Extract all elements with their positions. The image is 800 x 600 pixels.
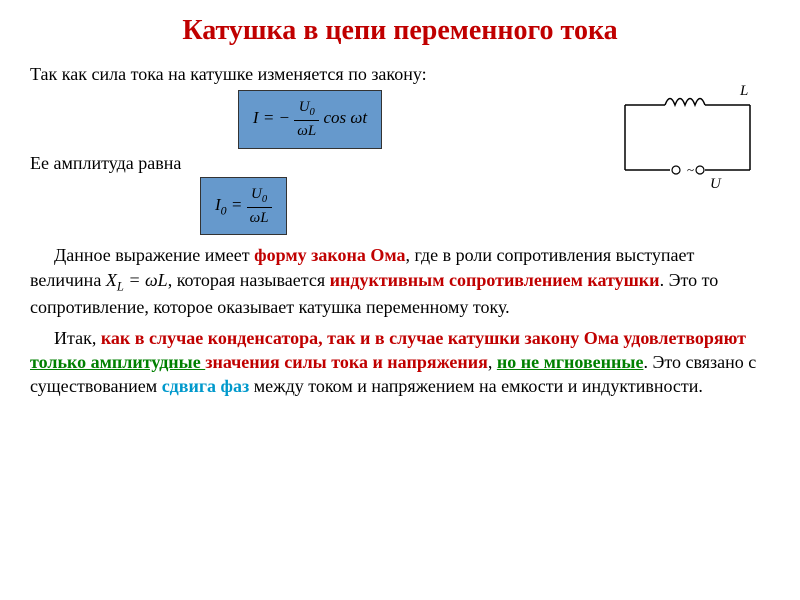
f1-tail: cos ωt xyxy=(323,108,367,127)
f2-den: ωL xyxy=(247,208,272,228)
p1-mid2: , которая называется xyxy=(168,270,330,290)
title-text: Катушка в цепи переменного тока xyxy=(182,15,617,46)
formula1-box: I = − U0 ωL cos ωt xyxy=(238,90,382,148)
f1-frac: U0 ωL xyxy=(294,97,319,141)
p2-phase: сдвига фаз xyxy=(162,376,250,396)
f2-num: U0 xyxy=(247,184,272,208)
f2-eq: = xyxy=(231,195,242,214)
f1-pre: = − xyxy=(263,108,290,127)
f2-lhs: I0 xyxy=(215,195,227,214)
formula2-box: I0 = U0 ωL xyxy=(200,177,287,235)
circuit-u-label: U xyxy=(710,176,722,190)
inductor-icon xyxy=(665,99,705,106)
circuit-l-label: L xyxy=(739,83,748,99)
terminal-left-icon xyxy=(672,166,680,174)
p2-comma: , xyxy=(488,352,497,372)
p2-pre: Итак, xyxy=(54,328,101,348)
f2-frac: U0 ωL xyxy=(247,184,272,228)
f1-lhs: I xyxy=(253,108,259,127)
f1-num: U0 xyxy=(294,97,319,121)
f1-den: ωL xyxy=(294,121,319,141)
p1-pre: Данное выражение имеет xyxy=(54,245,254,265)
p2-both: как в случае конденсатора, так и в случа… xyxy=(101,328,746,348)
circuit-diagram: ~ L U xyxy=(610,80,765,190)
p2-not-inst: но не мгновенные xyxy=(497,352,644,372)
p2-only-amp: только амплитудные xyxy=(30,352,205,372)
slide-title: Катушка в цепи переменного тока xyxy=(30,15,770,47)
p2-tail: между током и напряжением на емкости и и… xyxy=(249,376,703,396)
p1-inductive: индуктивным сопротивлением катушки xyxy=(330,270,660,290)
p2-values: значения силы тока и напряжения xyxy=(205,352,488,372)
ac-symbol: ~ xyxy=(687,162,694,177)
paragraph-2: Итак, как в случае конденсатора, так и в… xyxy=(30,326,770,399)
p1-ohm: форму закона Ома xyxy=(254,245,405,265)
p1-xl: XL = ωL xyxy=(106,270,168,290)
paragraph-1: Данное выражение имеет форму закона Ома,… xyxy=(30,243,770,319)
terminal-right-icon xyxy=(696,166,704,174)
